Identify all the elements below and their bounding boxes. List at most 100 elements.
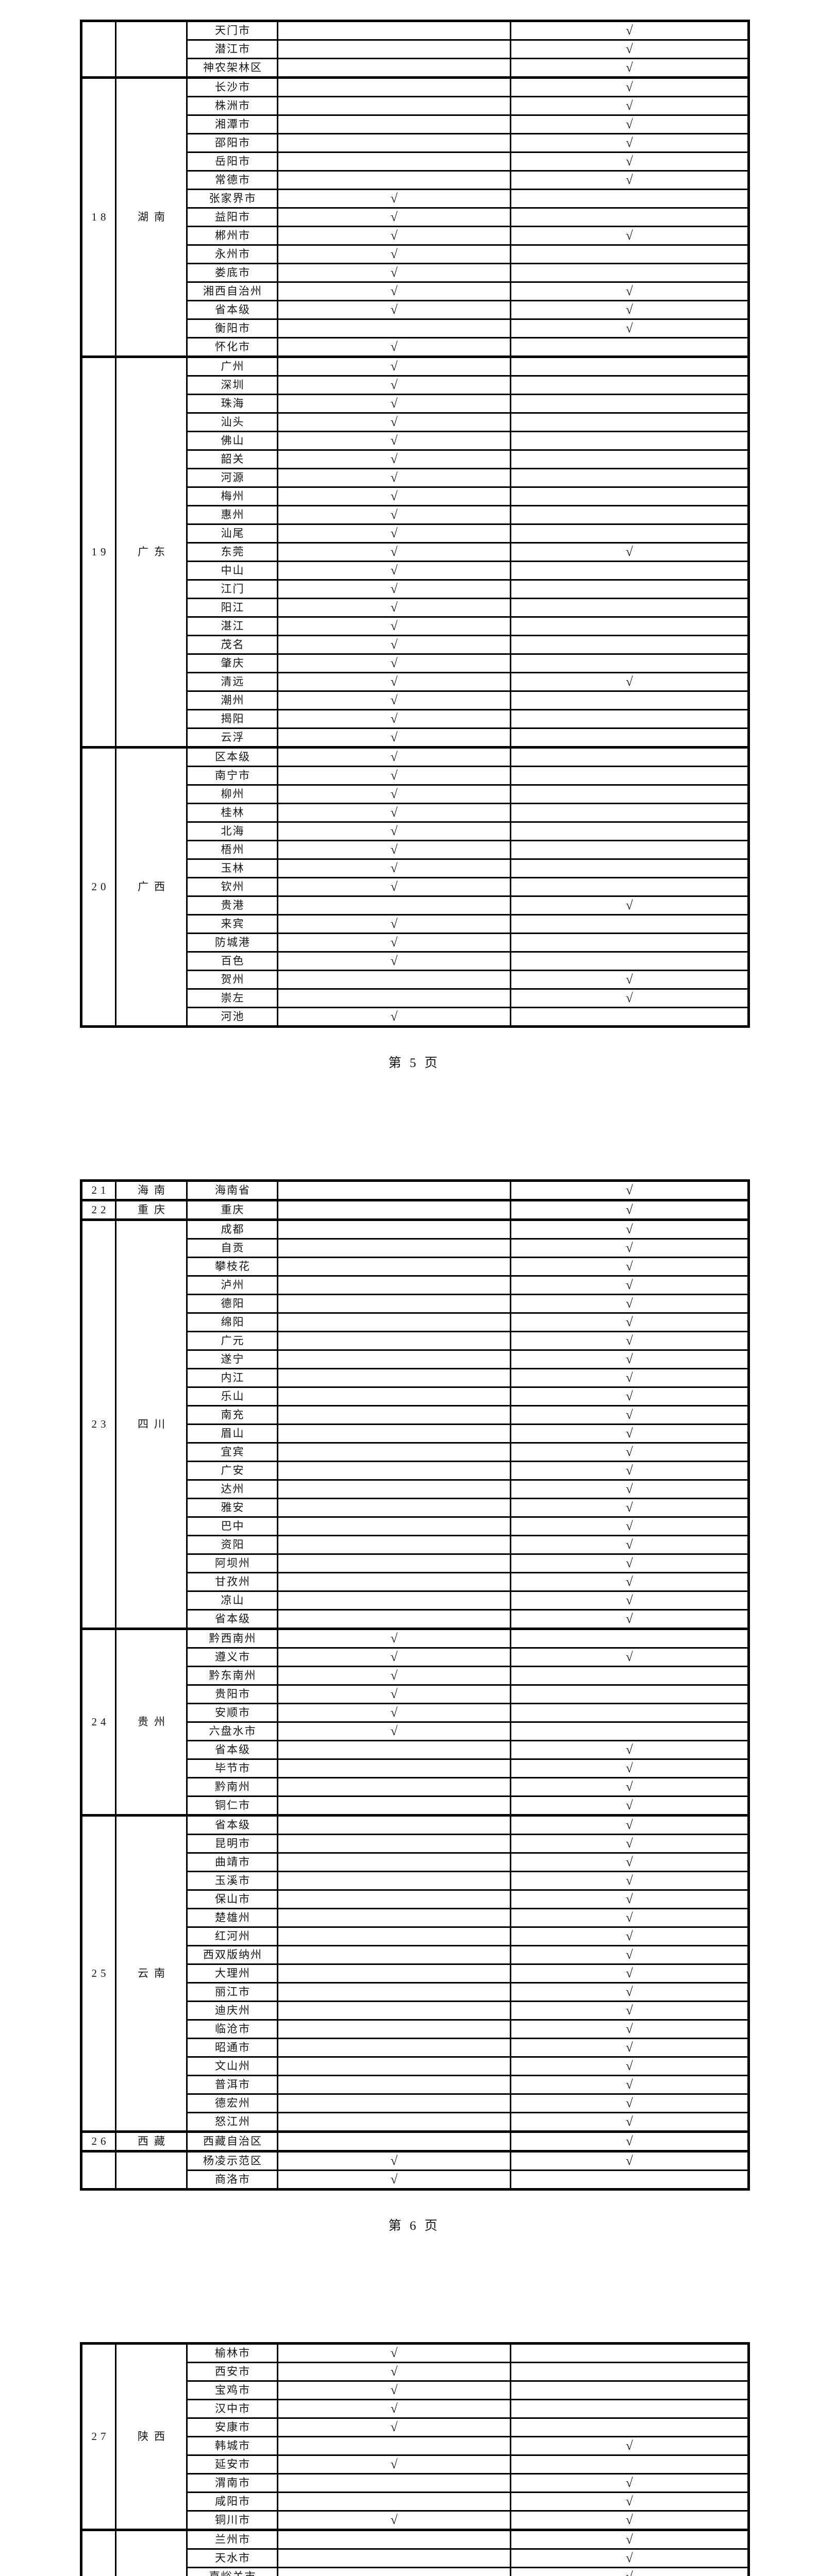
table-row: 普洱市 √	[81, 2075, 749, 2095]
check-cell-1: √	[277, 2362, 511, 2382]
table-row: 楚雄州 √	[81, 1908, 749, 1928]
check-cell-2	[510, 2380, 749, 2400]
city-cell: 永州市	[186, 244, 278, 264]
table-row: 大理州 √	[81, 1963, 749, 1984]
city-cell: 六盘水市	[186, 1721, 278, 1741]
checkmark-icon: √	[390, 824, 398, 838]
table-row: 潜江市 √	[81, 39, 749, 59]
row-number-cell: 24	[80, 1628, 116, 1816]
check-cell-1	[277, 1516, 511, 1536]
check-cell-2	[510, 821, 749, 841]
check-cell-1: √	[277, 523, 511, 544]
city-cell: 遵义市	[186, 1647, 278, 1667]
check-cell-1	[277, 2567, 511, 2576]
check-cell-1	[277, 96, 511, 116]
check-cell-1: √	[277, 2170, 511, 2190]
check-cell-1	[277, 1572, 511, 1592]
check-cell-2: √	[510, 1795, 749, 1816]
checkmark-icon: √	[626, 1259, 633, 1274]
table-row: 省本级 √	[81, 1740, 749, 1760]
check-cell-1: √	[277, 1647, 511, 1667]
city-cell: 延安市	[186, 2454, 278, 2475]
check-cell-1	[277, 1926, 511, 1946]
check-cell-1	[277, 1945, 511, 1965]
checkmark-icon: √	[390, 191, 398, 206]
table-row: 昆明市 √	[81, 1834, 749, 1854]
check-cell-2	[510, 263, 749, 283]
city-cell: 北海	[186, 821, 278, 841]
city-cell: 南充	[186, 1405, 278, 1425]
city-cell: 湛江	[186, 616, 278, 636]
check-cell-1: √	[277, 2510, 511, 2531]
city-cell: 雅安	[186, 1498, 278, 1518]
city-cell: 来宾	[186, 914, 278, 934]
city-cell: 安顺市	[186, 1703, 278, 1723]
check-cell-2: √	[510, 1275, 749, 1295]
check-cell-2	[510, 951, 749, 971]
city-cell: 梧州	[186, 840, 278, 860]
table-row: 攀枝花 √	[81, 1257, 749, 1277]
check-cell-2	[510, 858, 749, 878]
check-cell-2	[510, 803, 749, 823]
check-cell-1	[277, 318, 511, 338]
table-row: 铜川市 √ √	[81, 2510, 749, 2531]
table-row: 贵港 √	[81, 895, 749, 916]
table-row: 百色 √	[81, 951, 749, 971]
city-cell: 神农架林区	[186, 58, 278, 78]
province-cell	[115, 20, 188, 78]
row-number-cell	[80, 20, 116, 78]
checkmark-icon: √	[626, 284, 633, 298]
table-row: 六盘水市 √	[81, 1721, 749, 1741]
check-cell-2: √	[510, 1609, 749, 1630]
check-cell-2: √	[510, 170, 749, 190]
check-cell-1: √	[277, 1703, 511, 1723]
table-row: 珠海 √	[81, 394, 749, 414]
table-row: 柳州 √	[81, 784, 749, 804]
city-cell: 文山州	[186, 2056, 278, 2076]
table-row: 泸州 √	[81, 1275, 749, 1295]
check-cell-1: √	[277, 709, 511, 729]
check-cell-2	[510, 784, 749, 804]
check-cell-2: √	[510, 1218, 749, 1240]
check-cell-1	[277, 1553, 511, 1573]
check-cell-1: √	[277, 766, 511, 786]
checkmark-icon: √	[390, 563, 398, 578]
check-cell-1: √	[277, 337, 511, 358]
table-row: 湘潭市 √	[81, 114, 749, 134]
check-cell-2: √	[510, 1331, 749, 1351]
checkmark-icon: √	[626, 972, 633, 987]
checkmark-icon: √	[626, 1333, 633, 1348]
check-cell-2: √	[510, 2548, 749, 2568]
checkmark-icon: √	[390, 656, 398, 670]
check-cell-2: √	[510, 1871, 749, 1891]
table-row: 安康市 √	[81, 2417, 749, 2437]
checkmark-icon: √	[390, 861, 398, 875]
row-number-cell: 18	[80, 76, 116, 358]
city-cell: 南宁市	[186, 766, 278, 786]
province-cell: 广东	[115, 355, 188, 748]
checkmark-icon: √	[390, 1009, 398, 1024]
region-table-page-7: 27 陕西 榆林市 √ 西安市 √ 宝鸡市 √ 汉中市 √ 安康市 √ 韩城市 √ 延安市 √ 渭南市 √ 咸阳市 √…	[80, 2342, 750, 2576]
checkmark-icon: √	[626, 2077, 633, 2092]
check-cell-1	[277, 1179, 511, 1201]
check-cell-2: √	[510, 2130, 749, 2152]
check-cell-2: √	[510, 1349, 749, 1369]
city-cell: 铜川市	[186, 2510, 278, 2531]
checkmark-icon: √	[626, 2040, 633, 2055]
checkmark-icon: √	[390, 526, 398, 540]
check-cell-2: √	[510, 542, 749, 562]
check-cell-2: √	[510, 2056, 749, 2076]
city-cell: 贺州	[186, 970, 278, 990]
city-cell: 渭南市	[186, 2473, 278, 2493]
table-row: 商洛市 √	[81, 2170, 749, 2190]
check-cell-2: √	[510, 1647, 749, 1667]
table-row: 南充 √	[81, 1405, 749, 1425]
check-cell-2: √	[510, 1572, 749, 1592]
check-cell-2: √	[510, 2001, 749, 2021]
check-cell-1	[277, 1963, 511, 1984]
city-cell: 楚雄州	[186, 1908, 278, 1928]
table-row: 江门 √	[81, 579, 749, 599]
table-row: 防城港 √	[81, 933, 749, 953]
city-cell: 贵港	[186, 895, 278, 916]
city-cell: 丽江市	[186, 1982, 278, 2002]
